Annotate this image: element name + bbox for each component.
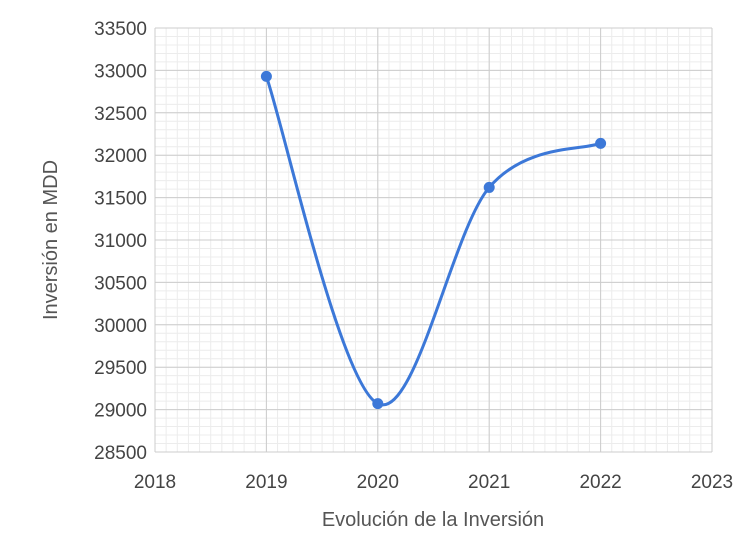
y-tick-label: 33000 <box>94 61 147 82</box>
data-point <box>483 181 495 193</box>
data-point <box>372 398 384 410</box>
x-tick-label: 2019 <box>245 472 287 493</box>
y-tick-label: 30500 <box>94 273 147 294</box>
x-tick-label: 2023 <box>691 472 733 493</box>
x-axis-tick-labels: 2018 2019 2020 2021 2022 2023 <box>134 472 733 493</box>
y-tick-label: 28500 <box>94 443 147 464</box>
x-tick-label: 2022 <box>579 472 621 493</box>
data-point <box>260 70 272 82</box>
x-axis-title: Evolución de la Inversión <box>322 509 544 531</box>
x-tick-label: 2021 <box>468 472 510 493</box>
y-axis-tick-labels: 28500 29000 29500 30000 30500 31000 31500 32000… <box>94 19 147 464</box>
x-tick-label: 2018 <box>134 472 176 493</box>
y-tick-label: 32500 <box>94 104 147 125</box>
major-gridlines <box>154 27 713 453</box>
y-tick-label: 31000 <box>94 231 147 252</box>
y-tick-label: 32000 <box>94 146 147 167</box>
y-tick-label: 30000 <box>94 316 147 337</box>
y-tick-label: 29500 <box>94 358 147 379</box>
y-tick-label: 31500 <box>94 189 147 210</box>
x-tick-label: 2020 <box>357 472 399 493</box>
y-tick-label: 29000 <box>94 401 147 422</box>
data-point <box>595 137 607 149</box>
y-axis-title: Inversión en MDD <box>40 160 62 320</box>
y-tick-label: 33500 <box>94 19 147 40</box>
series-layer <box>260 70 607 410</box>
series-line <box>264 74 603 407</box>
